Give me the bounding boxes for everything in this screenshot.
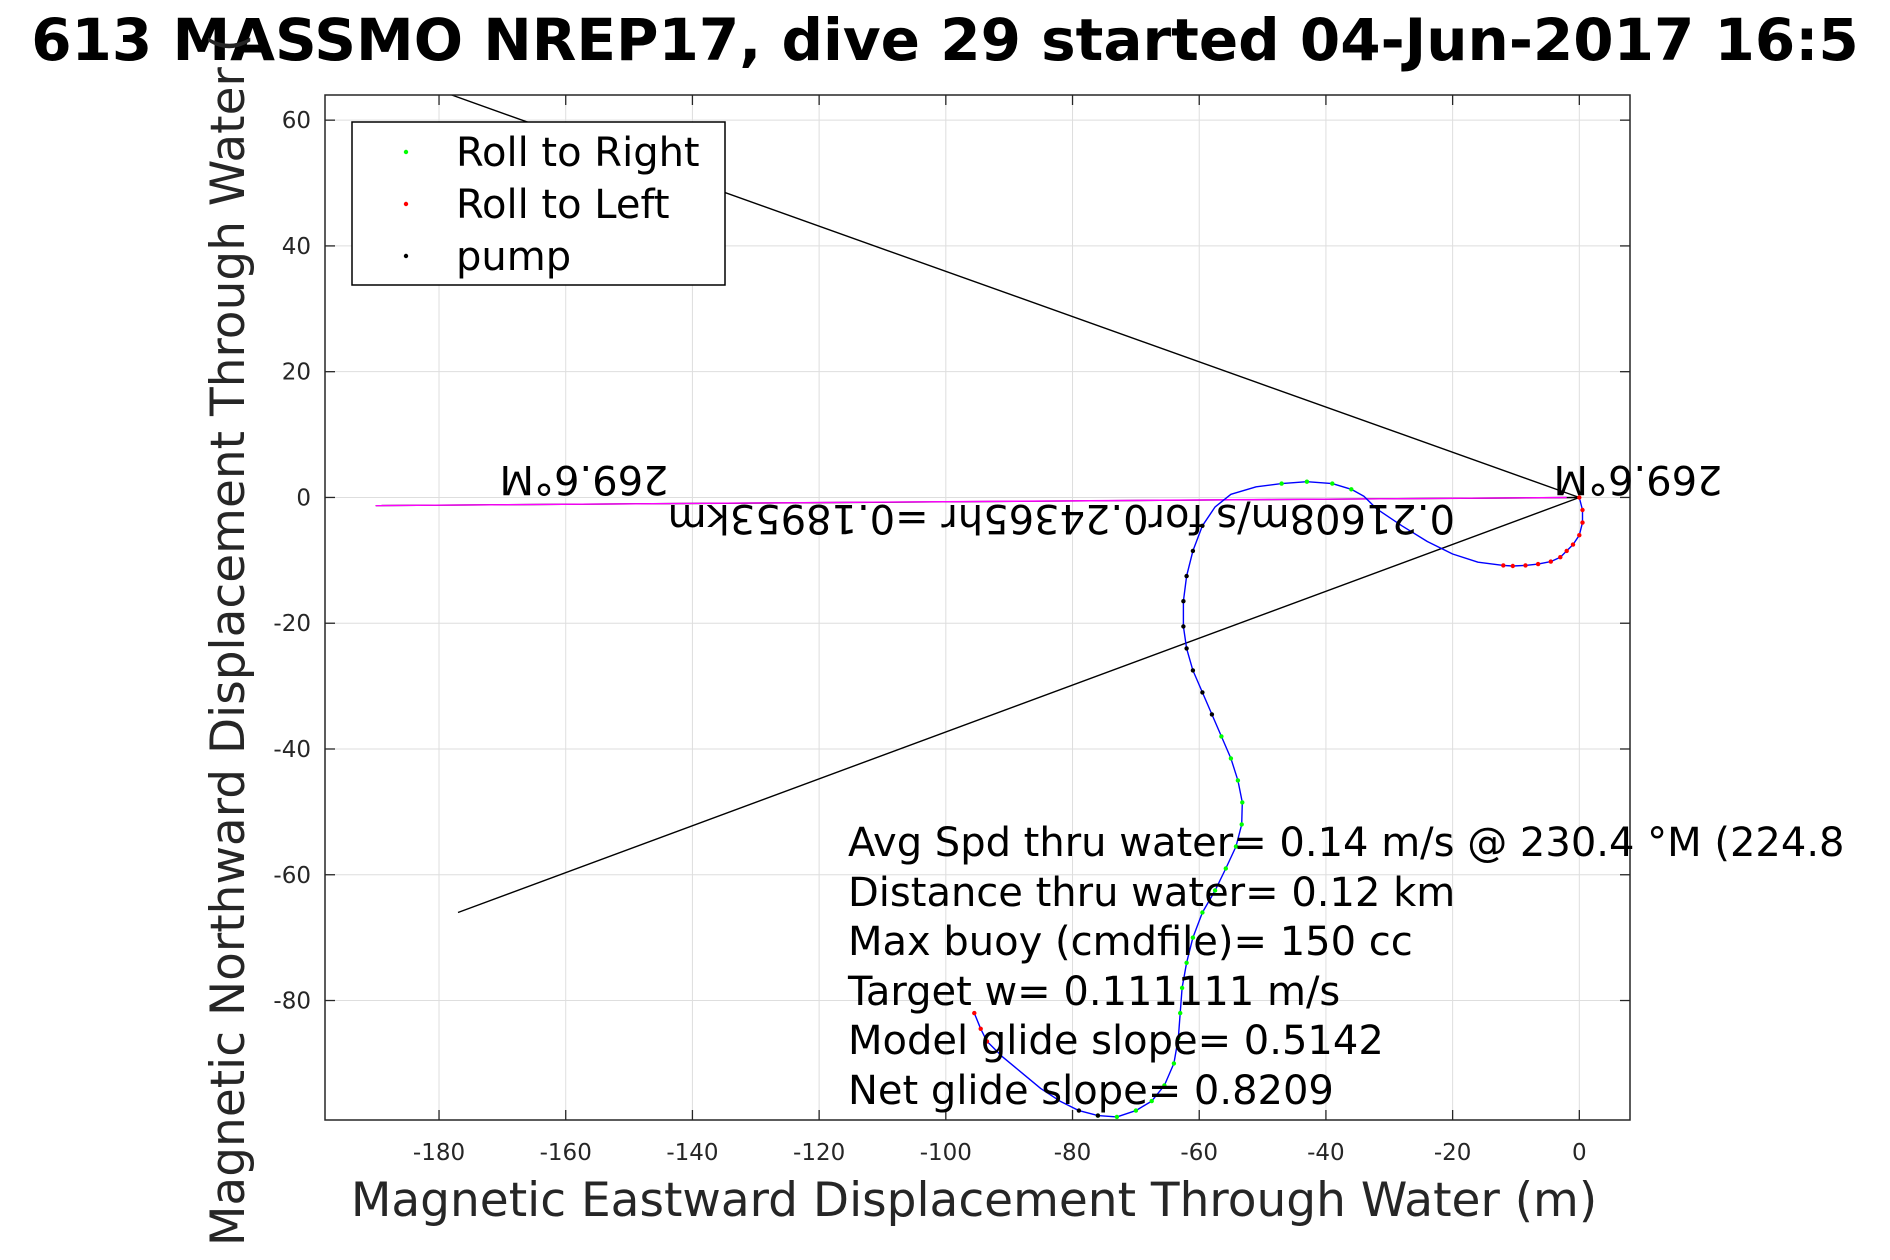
y-tick-label: 20 (282, 360, 311, 386)
marker-roll-to-left (1577, 533, 1582, 538)
marker-pump (1200, 523, 1205, 528)
marker-pump (1076, 1108, 1082, 1113)
plot-frame (324, 94, 1631, 1121)
stat-model-glide-slope: Model glide slope= 0.5142 (848, 1018, 1384, 1064)
marker-roll-to-right (1219, 734, 1224, 739)
legend-box (351, 121, 726, 286)
marker-roll-to-right (1233, 844, 1239, 849)
marker-roll-to-right (1171, 1061, 1177, 1066)
legend-label-roll-left: Roll to Left (456, 182, 670, 228)
marker-roll-to-right (1200, 910, 1205, 915)
legend-marker-roll-right (403, 149, 409, 155)
heading-label-near: 269.6°M (1553, 456, 1722, 502)
marker-roll-to-right (1228, 756, 1234, 761)
marker-roll-to-right (1190, 935, 1196, 940)
marker-roll-to-left (1510, 563, 1516, 569)
marker-roll-to-right (1114, 1114, 1120, 1120)
y-tick-label: 40 (282, 234, 311, 260)
leg-summary-label: 0.21608m/s for0.24365hr =0.18953km (668, 495, 1455, 541)
reference-line-heading-line-overlay (375, 496, 1567, 507)
x-tick-label: -140 (666, 1140, 718, 1166)
marker-roll-to-left (1577, 495, 1582, 500)
marker-pump (1181, 599, 1186, 604)
x-tick-label: -60 (1180, 1140, 1218, 1166)
marker-roll-to-right (1179, 985, 1185, 991)
marker-pump (1181, 624, 1186, 629)
marker-pump (1190, 548, 1196, 554)
marker-roll-to-right (1149, 1098, 1154, 1104)
legend-marker-pump (403, 253, 409, 259)
chart-title: 613 MASSMO NREP17, dive 29 started 04-Ju… (31, 6, 1859, 74)
marker-pump (1095, 1113, 1101, 1118)
marker-roll-to-right (1184, 960, 1189, 965)
stat-avg-speed: Avg Spd thru water= 0.14 m/s @ 230.4 °M … (848, 820, 1844, 866)
x-tick-label: 0 (1572, 1140, 1587, 1166)
y-axis-title: Magnetic Northward Displacement Through … (201, 34, 256, 1246)
legend: Roll to Right Roll to Left pump (351, 121, 726, 286)
marker-roll-to-right (1330, 481, 1335, 486)
marker-roll-to-right (1240, 800, 1245, 805)
marker-roll-to-left (1580, 507, 1585, 513)
y-tick-label: -80 (273, 989, 311, 1015)
stat-distance: Distance thru water= 0.12 km (848, 870, 1455, 916)
heading-label-far: 269.6°M (499, 456, 668, 502)
marker-roll-to-left (1570, 542, 1576, 547)
x-tick-label: -120 (793, 1140, 845, 1166)
marker-layer (972, 479, 1585, 1120)
marker-roll-to-left (1523, 563, 1528, 568)
x-tick-label: -20 (1434, 1140, 1472, 1166)
marker-roll-to-left (984, 1039, 990, 1044)
x-axis-title: Magnetic Eastward Displacement Through W… (351, 1173, 1597, 1228)
x-tick-label: -180 (413, 1140, 465, 1166)
x-tick-label: -80 (1054, 1140, 1092, 1166)
marker-roll-to-right (1279, 481, 1284, 486)
marker-pump (1184, 573, 1189, 579)
marker-roll-to-right (1162, 1083, 1167, 1088)
axis-ticks: -180 -160 -140 -120 -100 -80 -60 -40 -20 0 -80 -60 -… (273, 95, 1630, 1166)
marker-roll-to-left (1535, 561, 1541, 567)
marker-roll-to-right (1178, 1010, 1183, 1016)
stat-net-glide-slope: Net glide slope= 0.8209 (848, 1068, 1334, 1114)
stat-max-buoy: Max buoy (cmdfile)= 150 cc (848, 919, 1413, 965)
x-tick-label: -160 (540, 1140, 592, 1166)
marker-roll-to-right (1133, 1108, 1139, 1113)
marker-roll-to-left (1548, 559, 1554, 564)
x-tick-label: -40 (1307, 1140, 1345, 1166)
marker-roll-to-right (1176, 1036, 1181, 1041)
y-tick-label: 0 (296, 485, 311, 511)
marker-pump (1200, 690, 1205, 695)
y-tick-label: 60 (282, 108, 311, 134)
marker-roll-to-left (1564, 548, 1569, 554)
marker-pump (1190, 668, 1196, 673)
marker-roll-to-right (1304, 479, 1310, 484)
y-tick-label: -60 (273, 863, 311, 889)
marker-roll-to-right (1235, 778, 1241, 783)
marker-roll-to-left (1580, 520, 1585, 525)
y-tick-label: -40 (273, 737, 311, 763)
marker-roll-to-left (972, 1010, 977, 1016)
x-tick-label: -100 (920, 1140, 972, 1166)
marker-roll-to-left (1558, 555, 1563, 560)
marker-pump (1209, 712, 1215, 717)
marker-pump (1184, 646, 1189, 651)
stats-block: Avg Spd thru water= 0.14 m/s @ 230.4 °M … (847, 820, 1844, 1114)
marker-roll-to-left (978, 1026, 983, 1032)
marker-roll-to-right (1212, 888, 1218, 893)
y-tick-label: -20 (273, 611, 311, 637)
marker-roll-to-right (1239, 822, 1244, 827)
marker-roll-to-right (1223, 866, 1229, 871)
stat-target-w: Target w= 0.111111 m/s (847, 969, 1340, 1015)
legend-label-roll-right: Roll to Right (456, 130, 700, 176)
legend-label-pump: pump (456, 234, 571, 280)
marker-roll-to-left (1501, 563, 1506, 568)
reference-line-wedge-lower (457, 496, 1580, 914)
marker-roll-to-right (1349, 487, 1354, 492)
legend-marker-roll-left (403, 201, 409, 207)
